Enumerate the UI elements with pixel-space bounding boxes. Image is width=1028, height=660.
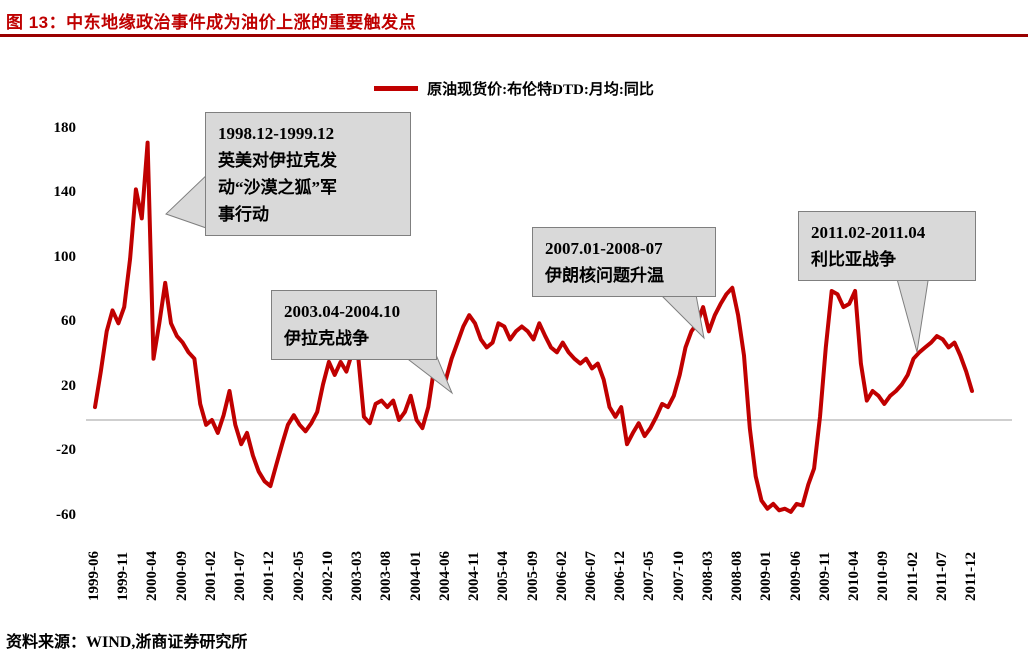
series-line (93, 140, 974, 514)
x-tick-label: 2010-09 (875, 551, 892, 601)
x-tick-label: 2003-03 (349, 551, 366, 601)
y-tick-label: 140 (53, 184, 77, 201)
annotation-line: 伊朗核问题升温 (545, 266, 664, 285)
annotation-line: 伊拉克战争 (284, 329, 369, 348)
annotation-line: 2011.02-2011.04 (811, 223, 926, 242)
annotation-line: 事行动 (218, 205, 269, 224)
x-tick-label: 2011-02 (904, 551, 921, 601)
x-tick-label: 2004-11 (466, 551, 483, 601)
x-tick-label: 2006-07 (582, 551, 599, 601)
y-tick-label: 100 (53, 248, 77, 265)
x-tick-label: 1999-11 (115, 551, 132, 601)
annotation-line: 2003.04-2004.10 (284, 302, 401, 321)
annotation-line: 2007.01-2008-07 (545, 239, 663, 258)
x-tick-label: 2006-12 (612, 551, 629, 601)
y-tick-label: 180 (53, 119, 77, 136)
x-tick-label: 2009-06 (787, 551, 804, 601)
x-tick-label: 1999-06 (86, 551, 102, 601)
annotation-libya-war: 2011.02-2011.04 利比亚战争 (798, 211, 976, 281)
legend-label: 原油现货价:布伦特DTD:月均:同比 (427, 82, 654, 98)
annotation-line: 英美对伊拉克发 (218, 151, 337, 170)
x-tick-label: 2005-09 (524, 551, 541, 601)
x-tick-label: 2005-04 (495, 551, 512, 601)
x-tick-label: 2001-07 (232, 551, 249, 601)
chart-legend: 原油现货价:布伦特DTD:月均:同比 (0, 78, 1028, 99)
x-tick-label: 2008-03 (699, 551, 716, 601)
x-tick-label: 2007-10 (670, 551, 687, 601)
x-tick-label: 2011-12 (963, 551, 979, 601)
source-note: 资料来源：WIND,浙商证券研究所 (6, 634, 248, 651)
x-tick-label: 2004-06 (436, 551, 453, 601)
annotation-line: 动“沙漠之狐”军 (218, 178, 337, 197)
x-tick-label: 2000-04 (144, 551, 161, 601)
x-tick-label: 2003-08 (378, 551, 395, 601)
annotation-line: 利比亚战争 (811, 250, 896, 269)
x-tick-label: 2008-08 (729, 551, 746, 601)
figure-title: 图 13：中东地缘政治事件成为油价上涨的重要触发点 (6, 13, 417, 32)
title-divider (0, 34, 1028, 37)
x-tick-label: 2010-04 (846, 551, 863, 601)
y-tick-label: 20 (61, 377, 76, 394)
x-tick-label: 2001-12 (261, 551, 278, 601)
annotation-desert-fox: 1998.12-1999.12 英美对伊拉克发 动“沙漠之狐”军 事行动 (205, 112, 411, 236)
x-tick-label: 2002-05 (290, 551, 307, 601)
y-tick-label: -20 (56, 442, 76, 459)
y-tick-label: -60 (56, 506, 76, 523)
x-tick-label: 2004-01 (407, 551, 424, 601)
x-tick-label: 2000-09 (173, 551, 190, 601)
x-tick-label: 2002-10 (319, 551, 336, 601)
annotation-line: 1998.12-1999.12 (218, 124, 335, 143)
x-tick-label: 2009-01 (758, 551, 775, 601)
annotation-iraq-war: 2003.04-2004.10 伊拉克战争 (271, 290, 437, 360)
x-tick-label: 2007-05 (641, 551, 658, 601)
annotation-iran-nuclear: 2007.01-2008-07 伊朗核问题升温 (532, 227, 716, 297)
x-tick-label: 2009-11 (816, 551, 833, 601)
x-tick-label: 2011-07 (933, 551, 950, 601)
x-tick-label: 2001-02 (202, 551, 219, 601)
y-tick-label: 60 (61, 313, 76, 330)
x-tick-label: 2006-02 (553, 551, 570, 601)
legend-line-swatch (374, 86, 419, 91)
